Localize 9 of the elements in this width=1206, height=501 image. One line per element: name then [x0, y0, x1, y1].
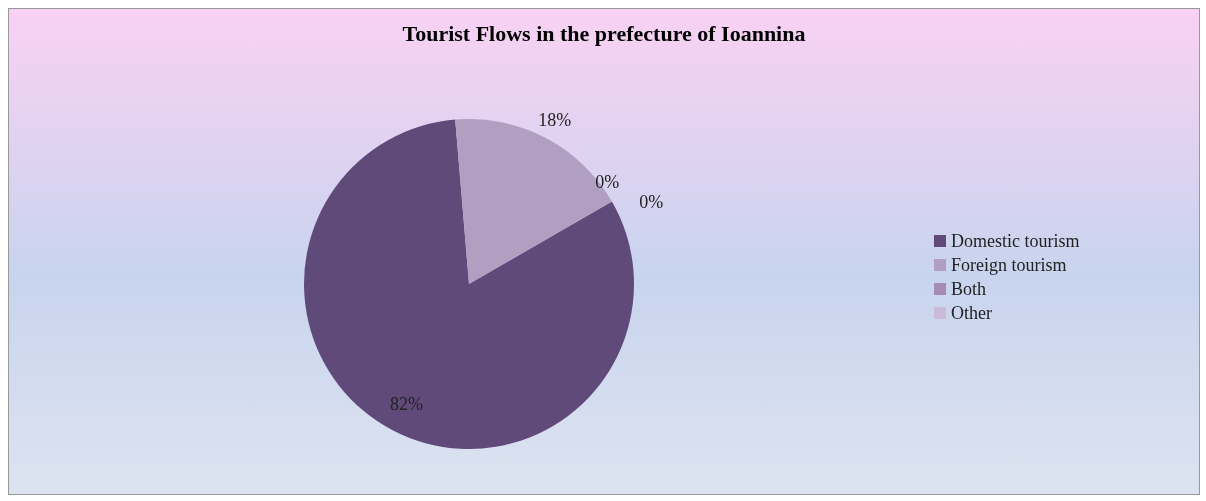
data-label: 82% — [389, 393, 423, 414]
text: 0% — [639, 191, 664, 212]
legend-label: Foreign tourism — [951, 254, 1067, 276]
data-label: 18% — [538, 110, 572, 131]
chart-title: Tourist Flows in the prefecture of Ioannina — [401, 20, 807, 48]
legend-label: Other — [951, 302, 992, 324]
legend-label: Both — [951, 278, 987, 300]
legend-label: Domestic tourism — [951, 230, 1080, 252]
text: 0% — [595, 171, 620, 192]
